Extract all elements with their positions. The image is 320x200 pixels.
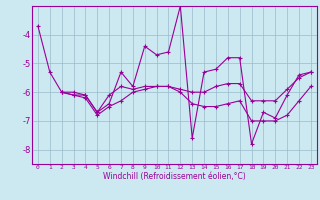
- X-axis label: Windchill (Refroidissement éolien,°C): Windchill (Refroidissement éolien,°C): [103, 172, 246, 181]
